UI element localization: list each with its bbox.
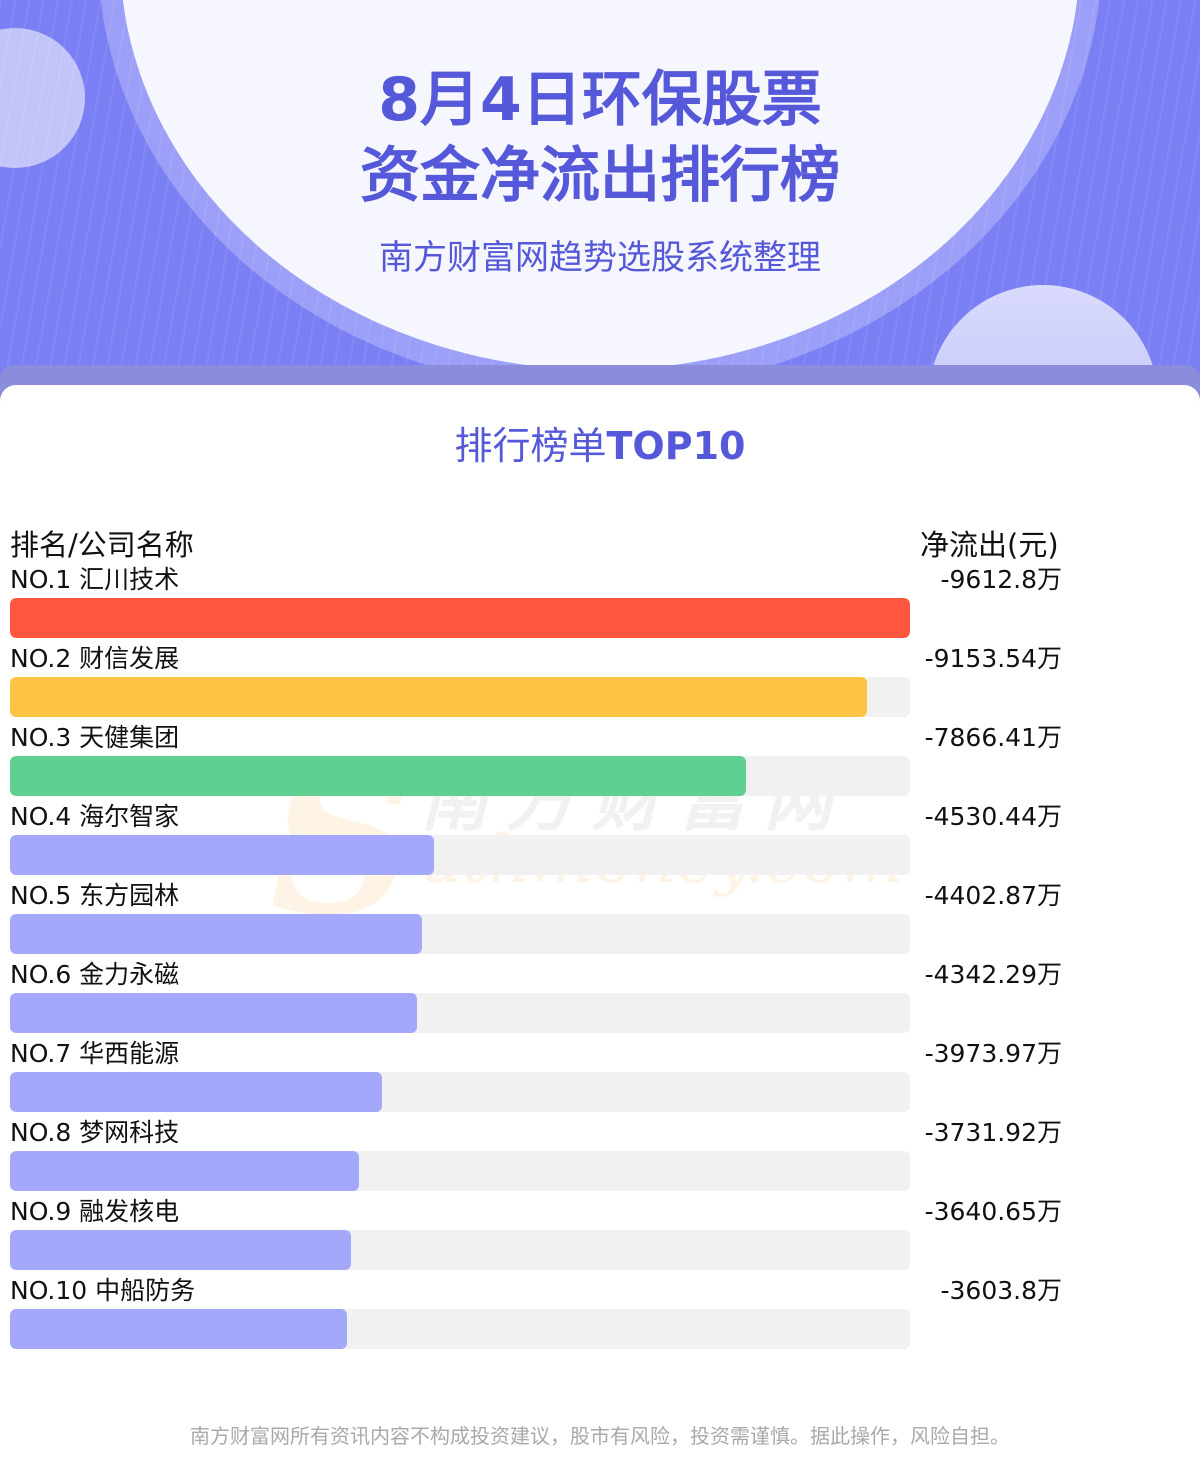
bar	[10, 756, 746, 796]
bar	[10, 677, 867, 717]
ranking-row: NO.7 华西能源 -3973.97万	[0, 1034, 1200, 1113]
bar-track	[10, 835, 910, 875]
section-title-en: TOP10	[606, 424, 746, 468]
bar-track	[10, 1230, 910, 1270]
section-title-cn: 排行榜单	[454, 424, 607, 468]
ranking-row: NO.5 东方园林 -4402.87万	[0, 876, 1200, 955]
bar-track	[10, 914, 910, 954]
row-value-label: -4402.87万	[924, 881, 1062, 910]
row-label: NO.2 财信发展	[10, 644, 180, 673]
column-header-outflow: 净流出(元)	[920, 528, 1059, 562]
row-value-label: -3640.65万	[924, 1197, 1062, 1226]
disclaimer: 南方财富网所有资讯内容不构成投资建议，股市有风险，投资需谨慎。据此操作，风险自担…	[190, 1424, 1010, 1448]
row-value-label: -4530.44万	[924, 802, 1062, 831]
ranking-row: NO.3 天健集团 -7866.41万	[0, 718, 1200, 797]
row-label: NO.8 梦网科技	[10, 1118, 180, 1147]
bar	[10, 598, 910, 638]
row-value-label: -9612.8万	[940, 565, 1063, 594]
ranking-row: NO.6 金力永磁 -4342.29万	[0, 955, 1200, 1034]
row-label: NO.7 华西能源	[10, 1039, 180, 1068]
bar	[10, 914, 422, 954]
bar-track	[10, 1309, 910, 1349]
bar	[10, 1151, 359, 1191]
row-label: NO.10 中船防务	[10, 1276, 196, 1305]
row-label: NO.6 金力永磁	[10, 960, 180, 989]
bar-track	[10, 677, 910, 717]
ranking-row: NO.8 梦网科技 -3731.92万	[0, 1113, 1200, 1192]
row-label: NO.9 融发核电	[10, 1197, 180, 1226]
row-label: NO.5 东方园林	[10, 881, 180, 910]
bar-track	[10, 756, 910, 796]
bar	[10, 1072, 382, 1112]
row-label: NO.1 汇川技术	[10, 565, 180, 594]
ranking-row: NO.2 财信发展 -9153.54万	[0, 639, 1200, 718]
bar	[10, 1230, 351, 1270]
ranking-row: NO.4 海尔智家 -4530.44万	[0, 797, 1200, 876]
row-value-label: -9153.54万	[924, 644, 1062, 673]
bar-track	[10, 1072, 910, 1112]
ranking-row: NO.9 融发核电 -3640.65万	[0, 1192, 1200, 1271]
page-title: 8月4日环保股票 资金净流出排行榜	[0, 62, 1200, 214]
bar-track	[10, 1151, 910, 1191]
bar	[10, 993, 417, 1033]
ranking-row: NO.10 中船防务 -3603.8万	[0, 1271, 1200, 1350]
row-label: NO.4 海尔智家	[10, 802, 180, 831]
row-value-label: -3973.97万	[924, 1039, 1062, 1068]
row-value-label: -7866.41万	[924, 723, 1062, 752]
page-subtitle: 南方财富网趋势选股系统整理	[379, 238, 821, 278]
section-title: 排行榜单TOP10	[0, 415, 1200, 470]
bar	[10, 835, 434, 875]
row-label: NO.3 天健集团	[10, 723, 180, 752]
bar-track	[10, 598, 910, 638]
column-header-rank: 排名/公司名称	[10, 528, 194, 562]
ranking-row: NO.1 汇川技术 -9612.8万	[0, 560, 1200, 639]
bar-track	[10, 993, 910, 1033]
bar	[10, 1309, 347, 1349]
page-title-line2: 资金净流出排行榜	[360, 141, 840, 211]
row-value-label: -3731.92万	[924, 1118, 1062, 1147]
row-value-label: -4342.29万	[924, 960, 1062, 989]
page-title-line1: 8月4日环保股票	[378, 65, 822, 135]
row-value-label: -3603.8万	[940, 1276, 1063, 1305]
